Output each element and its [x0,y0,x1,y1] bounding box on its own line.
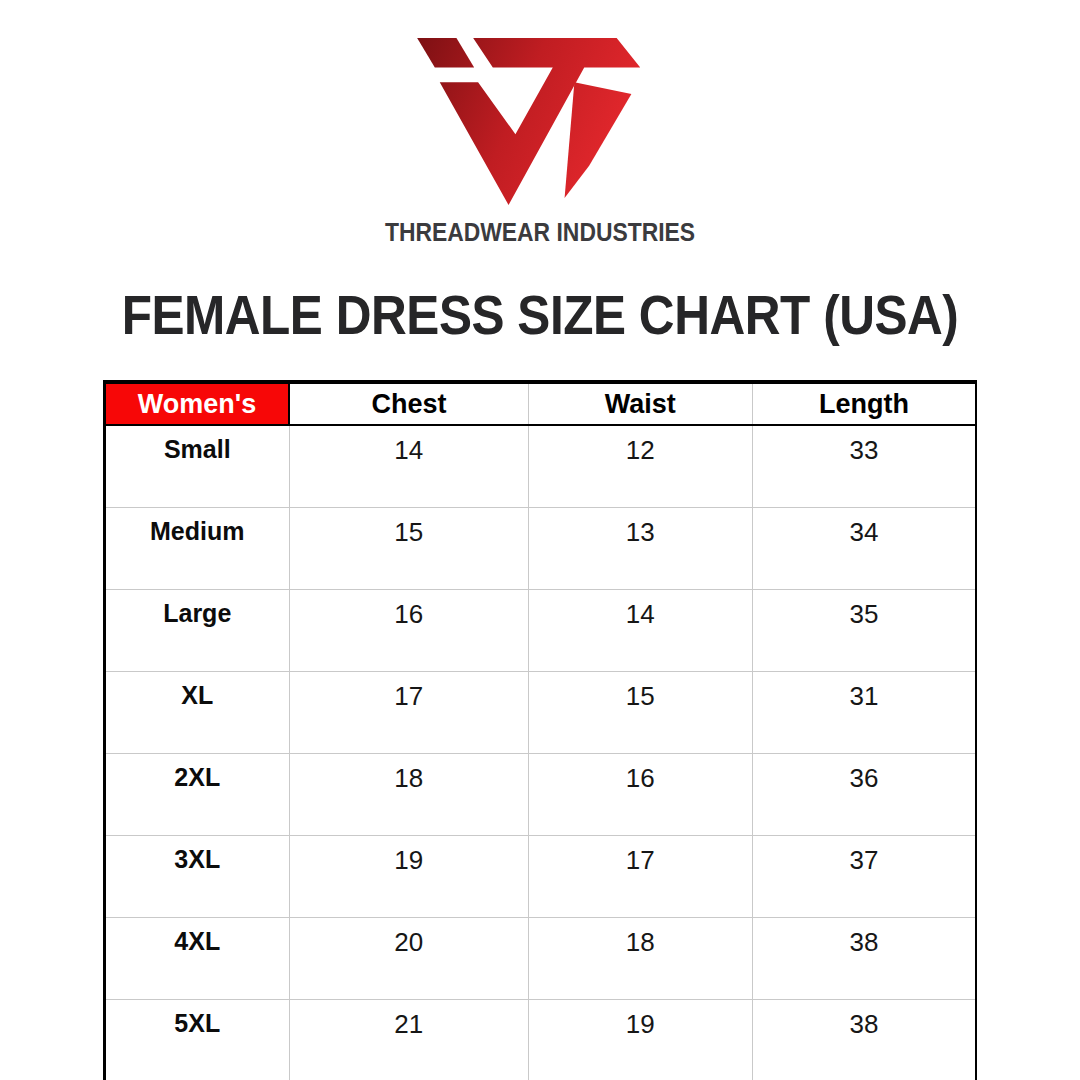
length-value-cell: 31 [752,672,976,754]
logo-stem-shape [565,82,632,198]
length-value-cell: 37 [752,836,976,918]
waist-value-cell: 18 [528,918,752,1000]
waist-value-cell: 12 [528,425,752,508]
length-value-cell: 36 [752,754,976,836]
table-row: 4XL 20 18 38 [104,918,976,1000]
size-label-cell: 2XL [104,754,289,836]
size-label-cell: Medium [104,508,289,590]
column-header-length: Length [752,382,976,425]
table-row: 3XL 19 17 37 [104,836,976,918]
logo-slash-shape [417,38,474,67]
waist-value-cell: 17 [528,836,752,918]
chest-value-cell: 20 [289,918,528,1000]
waist-value-cell: 14 [528,590,752,672]
chest-value-cell: 18 [289,754,528,836]
waist-value-cell: 19 [528,1000,752,1080]
length-value-cell: 33 [752,425,976,508]
chest-value-cell: 14 [289,425,528,508]
waist-value-cell: 15 [528,672,752,754]
table-row: 2XL 18 16 36 [104,754,976,836]
page: THREADWEAR INDUSTRIES FEMALE DRESS SIZE … [0,33,1080,1080]
table-row: Medium 15 13 34 [104,508,976,590]
size-label-cell: Large [104,590,289,672]
chest-value-cell: 19 [289,836,528,918]
size-label-cell: 3XL [104,836,289,918]
size-chart-table: Women's Chest Waist Length Small 14 12 3… [103,380,978,1080]
size-label-cell: 5XL [104,1000,289,1080]
size-label-cell: XL [104,672,289,754]
column-header-chest: Chest [289,382,528,425]
column-header-waist: Waist [528,382,752,425]
length-value-cell: 35 [752,590,976,672]
chest-value-cell: 16 [289,590,528,672]
table-row: XL 17 15 31 [104,672,976,754]
vt-monogram-icon [415,33,665,205]
waist-value-cell: 16 [528,754,752,836]
chest-value-cell: 21 [289,1000,528,1080]
waist-value-cell: 13 [528,508,752,590]
chest-value-cell: 15 [289,508,528,590]
column-header-womens: Women's [104,382,289,425]
size-label-cell: 4XL [104,918,289,1000]
length-value-cell: 34 [752,508,976,590]
table-row: Small 14 12 33 [104,425,976,508]
chest-value-cell: 17 [289,672,528,754]
brand-name: THREADWEAR INDUSTRIES [65,219,1015,245]
size-label-cell: Small [104,425,289,508]
table-header-row: Women's Chest Waist Length [104,382,976,425]
table-row: Large 16 14 35 [104,590,976,672]
table-row: 5XL 21 19 38 [104,1000,976,1080]
brand-logo [415,33,665,205]
length-value-cell: 38 [752,918,976,1000]
page-title: FEMALE DRESS SIZE CHART (USA) [54,288,1026,343]
length-value-cell: 38 [752,1000,976,1080]
